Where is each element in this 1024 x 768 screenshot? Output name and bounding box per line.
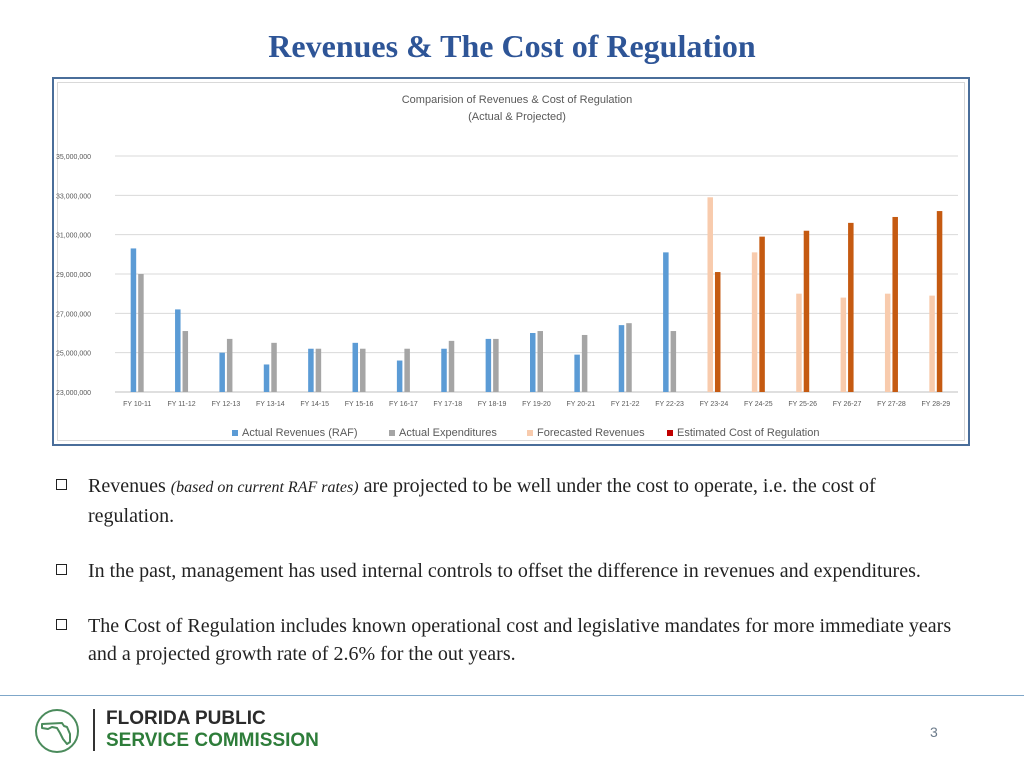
page-number: 3: [930, 724, 938, 740]
bar-actual-expenditures: [670, 331, 677, 392]
bar-actual-expenditures: [360, 348, 366, 392]
chart-frame: Comparision of Revenues & Cost of Regula…: [52, 77, 970, 446]
bar-actual-expenditures: [138, 274, 144, 392]
bar-actual-expenditures: [581, 334, 588, 392]
y-tick-label: 33,000,000: [56, 193, 91, 200]
bullet-revenues: Revenues (based on current RAF rates) ar…: [56, 472, 956, 530]
y-tick-label: 25,000,000: [56, 351, 91, 358]
y-tick-label: 35,000,000: [56, 154, 91, 161]
bar-actual-revenues-raf: [219, 352, 225, 392]
bar-actual-revenues-raf: [441, 348, 447, 392]
bar-actual-expenditures: [493, 338, 499, 392]
bar-actual-revenues-raf: [485, 338, 492, 392]
bar-actual-expenditures: [626, 323, 632, 392]
bar-estimated-cost-of-regulation: [848, 222, 854, 392]
x-tick-label: FY 18-19: [478, 401, 507, 408]
x-tick-label: FY 24-25: [744, 401, 773, 408]
legend-swatch: [389, 430, 395, 436]
bullet-text-prefix: Revenues: [88, 475, 171, 497]
x-tick-label: FY 28-29: [921, 401, 950, 408]
revenue-cost-chart: Comparision of Revenues & Cost of Regula…: [56, 94, 958, 439]
bar-forecasted-revenues: [840, 297, 847, 392]
bar-estimated-cost-of-regulation: [892, 216, 898, 392]
y-tick-label: 27,000,000: [56, 311, 91, 318]
x-tick-label: FY 27-28: [877, 401, 906, 408]
bar-actual-expenditures: [271, 342, 277, 392]
bar-actual-revenues-raf: [263, 364, 270, 392]
footer-divider: [0, 695, 1024, 696]
chart-subtitle: (Actual & Projected): [468, 111, 566, 123]
bar-actual-expenditures: [537, 331, 543, 392]
legend-label: Actual Revenues (RAF): [242, 427, 358, 439]
x-tick-label: FY 11-12: [167, 401, 195, 408]
org-name-line2: SERVICE COMMISSION: [106, 730, 319, 751]
x-tick-label: FY 13-14: [256, 401, 285, 408]
chart-inner-border: [57, 82, 965, 441]
legend-label: Forecasted Revenues: [537, 427, 645, 439]
x-tick-label: FY 26-27: [833, 401, 862, 408]
legend-label: Estimated Cost of Regulation: [677, 427, 819, 439]
bullet-text: The Cost of Regulation includes known op…: [88, 615, 952, 665]
bar-actual-expenditures: [404, 348, 410, 392]
bar-actual-revenues-raf: [530, 333, 536, 392]
x-tick-label: FY 17-18: [433, 401, 462, 408]
bar-actual-revenues-raf: [574, 354, 580, 392]
bar-estimated-cost-of-regulation: [714, 272, 721, 392]
bar-actual-expenditures: [226, 338, 233, 392]
bar-actual-expenditures: [448, 340, 455, 392]
bar-actual-revenues-raf: [352, 342, 359, 392]
bar-actual-revenues-raf: [175, 309, 181, 392]
chart-title: Comparision of Revenues & Cost of Regula…: [402, 94, 633, 106]
bar-estimated-cost-of-regulation: [936, 211, 943, 392]
x-tick-label: FY 23-24: [700, 401, 729, 408]
x-tick-label: FY 10-11: [123, 401, 151, 408]
bar-forecasted-revenues: [884, 293, 891, 392]
x-tick-label: FY 22-23: [655, 401, 684, 408]
bar-actual-revenues-raf: [618, 325, 625, 392]
bar-actual-revenues-raf: [396, 360, 403, 392]
legend-swatch: [527, 430, 533, 436]
bar-actual-expenditures: [315, 348, 322, 392]
x-tick-label: FY 14-15: [300, 401, 329, 408]
bullet-text-italic: (based on current RAF rates): [170, 479, 359, 496]
bar-actual-revenues-raf: [663, 252, 669, 392]
bar-forecasted-revenues: [796, 293, 802, 392]
slide-title: Revenues & The Cost of Regulation: [268, 28, 756, 64]
checkbox-bullet-icon: [56, 479, 67, 490]
x-tick-label: FY 21-22: [611, 401, 640, 408]
logo-divider: [93, 709, 95, 751]
organization-name: FLORIDA PUBLIC SERVICE COMMISSION: [106, 708, 319, 752]
bar-forecasted-revenues: [751, 252, 758, 392]
bar-actual-revenues-raf: [130, 248, 137, 392]
x-tick-label: FY 25-26: [788, 401, 817, 408]
bar-actual-revenues-raf: [308, 348, 314, 392]
bullet-list: Revenues (based on current RAF rates) ar…: [56, 472, 956, 695]
x-tick-label: FY 20-21: [567, 401, 596, 408]
checkbox-bullet-icon: [56, 564, 67, 575]
bar-forecasted-revenues: [929, 295, 935, 392]
x-tick-label: FY 15-16: [345, 401, 374, 408]
bullet-cost-of-regulation: The Cost of Regulation includes known op…: [56, 612, 956, 668]
y-tick-label: 31,000,000: [56, 233, 91, 240]
org-name-line1: FLORIDA PUBLIC: [106, 708, 266, 729]
bar-estimated-cost-of-regulation: [759, 236, 765, 392]
x-tick-label: FY 16-17: [389, 401, 418, 408]
legend-swatch: [232, 430, 238, 436]
bar-forecasted-revenues: [707, 197, 713, 392]
bar-actual-expenditures: [182, 331, 189, 392]
florida-map-logo-icon: [35, 709, 79, 753]
bullet-internal-controls: In the past, management has used interna…: [56, 557, 956, 585]
legend-label: Actual Expenditures: [399, 427, 497, 439]
y-tick-label: 23,000,000: [56, 390, 91, 397]
x-tick-label: FY 19-20: [522, 401, 551, 408]
legend-swatch: [667, 430, 673, 436]
y-tick-label: 29,000,000: [56, 272, 91, 279]
bullet-text: In the past, management has used interna…: [88, 560, 921, 582]
checkbox-bullet-icon: [56, 619, 67, 630]
bullet-text-suffix: are projected to be well under the cost …: [88, 475, 876, 527]
x-tick-label: FY 12-13: [212, 401, 241, 408]
bar-estimated-cost-of-regulation: [803, 230, 810, 392]
